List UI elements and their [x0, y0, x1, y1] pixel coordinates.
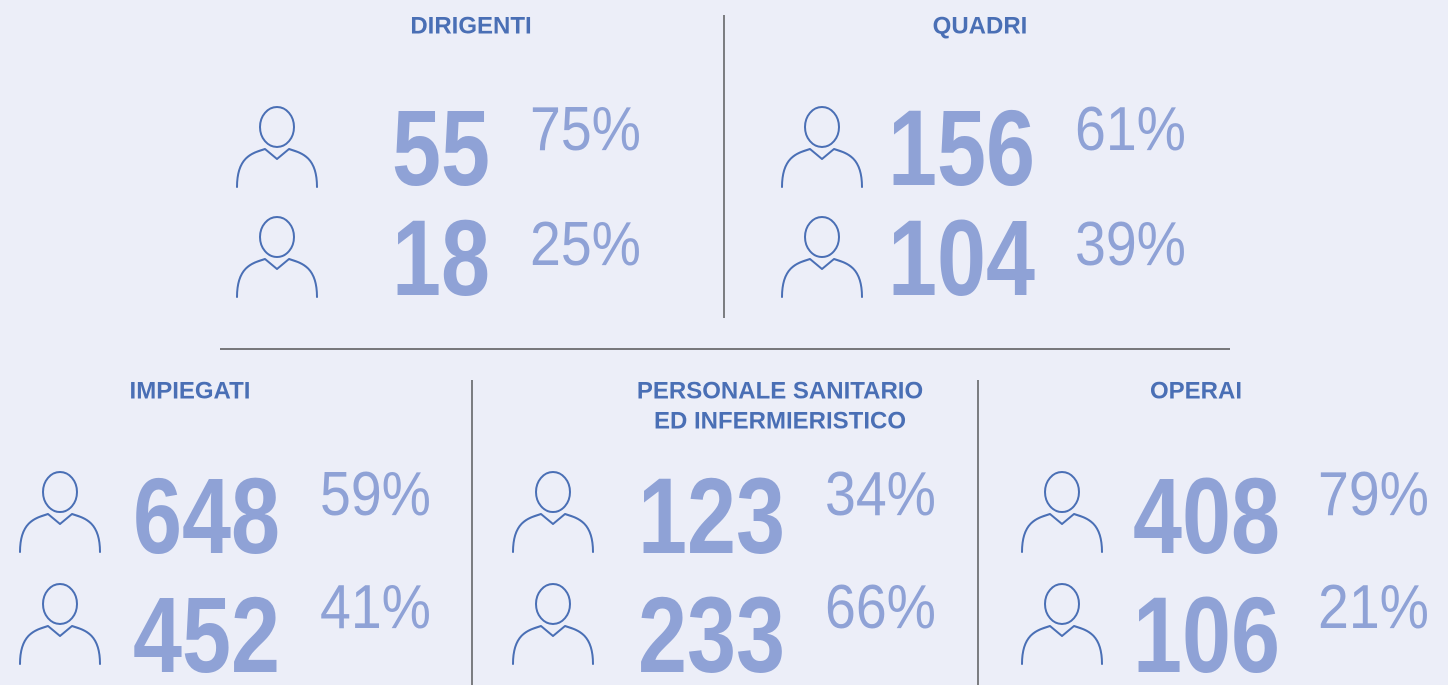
person-icon — [19, 583, 101, 665]
count: 408 — [1133, 455, 1280, 576]
count: 648 — [133, 455, 280, 576]
count: 106 — [1133, 574, 1280, 685]
person-icon — [512, 471, 594, 553]
icon-body — [781, 258, 863, 298]
percent: 39% — [1075, 210, 1186, 279]
count: 55 — [392, 87, 490, 208]
person-icon — [236, 106, 318, 188]
count: 233 — [638, 574, 785, 685]
percent: 79% — [1318, 460, 1429, 529]
person-icon — [1021, 471, 1103, 553]
icon-body — [1021, 625, 1103, 665]
count: 18 — [392, 197, 490, 318]
count: 123 — [638, 455, 785, 576]
count: 452 — [133, 574, 280, 685]
icon-head — [42, 471, 78, 513]
group-title: DIRIGENTI — [410, 12, 531, 39]
icon-body — [512, 513, 594, 553]
icon-head — [535, 471, 571, 513]
percent: 61% — [1075, 95, 1186, 164]
icon-head — [535, 583, 571, 625]
icon-body — [19, 625, 101, 665]
person-icon — [512, 583, 594, 665]
percent: 41% — [320, 573, 431, 642]
icon-head — [42, 583, 78, 625]
person-icon — [781, 216, 863, 298]
person-icon — [19, 471, 101, 553]
percent: 75% — [530, 95, 641, 164]
percent: 21% — [1318, 573, 1429, 642]
icon-body — [236, 258, 318, 298]
person-icon — [236, 216, 318, 298]
group-title: OPERAI — [1150, 377, 1242, 404]
icon-body — [512, 625, 594, 665]
group-title: PERSONALE SANITARIO — [637, 377, 923, 404]
count: 156 — [888, 87, 1035, 208]
icon-head — [259, 216, 295, 258]
group-title: IMPIEGATI — [130, 377, 251, 404]
group-title: QUADRI — [933, 12, 1028, 39]
icon-head — [804, 216, 840, 258]
percent: 59% — [320, 460, 431, 529]
percent: 66% — [825, 573, 936, 642]
icon-body — [19, 513, 101, 553]
icon-body — [236, 148, 318, 188]
icon-head — [804, 106, 840, 148]
icon-head — [259, 106, 295, 148]
person-icon — [1021, 583, 1103, 665]
percent: 25% — [530, 210, 641, 279]
icon-head — [1044, 583, 1080, 625]
icon-body — [1021, 513, 1103, 553]
icon-head — [1044, 471, 1080, 513]
icon-body — [781, 148, 863, 188]
person-icon — [781, 106, 863, 188]
count: 104 — [888, 197, 1035, 318]
group-title: ED INFERMIERISTICO — [654, 407, 906, 434]
percent: 34% — [825, 460, 936, 529]
